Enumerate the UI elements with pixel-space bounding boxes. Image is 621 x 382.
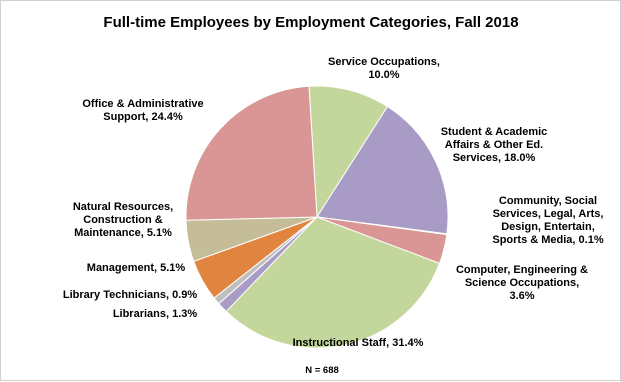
pie-slice-2 — [316, 105, 449, 235]
chart-title: Full-time Employees by Employment Catego… — [103, 14, 518, 31]
slice-label-line: Natural Resources, — [73, 201, 173, 213]
slice-label-3: Community, Social Services, Legal, Arts, D… — [492, 195, 603, 246]
slice-label-line: Construction & — [83, 214, 162, 226]
slice-label-2: Student & Academic Affairs & Other Ed. Ser… — [441, 126, 548, 164]
slice-label-line: Library Technicians, 0.9% — [63, 289, 198, 301]
slice-label-1: Service Occupations, 10.0% — [328, 56, 440, 81]
pie-slice-1 — [308, 85, 389, 219]
slice-label-line: Office & Administrative — [82, 98, 203, 110]
slice-label-line: Services, 18.0% — [453, 152, 536, 164]
slice-label-line: Design, Entertain, — [501, 221, 595, 233]
pie-slice-10 — [185, 85, 318, 221]
slice-label-line: Community, Social — [499, 195, 597, 207]
slice-label-line: Affairs & Other Ed. — [445, 139, 543, 151]
slice-label-6: Librarians, 1.3% — [113, 308, 198, 320]
slice-labels: Service Occupations, 10.0% Student & Acade… — [63, 56, 604, 349]
slice-label-line: Instructional Staff, 31.4% — [293, 337, 424, 349]
slice-label-line: 10.0% — [368, 69, 399, 81]
slice-label-9: Natural Resources, Construction & Maintena… — [73, 201, 173, 239]
slice-label-line: Management, 5.1% — [87, 262, 186, 274]
pie-slices — [185, 85, 449, 349]
slice-label-line: Librarians, 1.3% — [113, 308, 198, 320]
slice-label-line: Services, Legal, Arts, — [493, 208, 604, 220]
slice-label-10: Office & Administrative Support, 24.4% — [82, 98, 203, 123]
slice-label-line: Maintenance, 5.1% — [74, 227, 172, 239]
slice-label-line: Support, 24.4% — [103, 111, 183, 123]
pie-slice-5 — [225, 216, 441, 349]
slice-label-7: Library Technicians, 0.9% — [63, 289, 198, 301]
slice-label-line: 3.6% — [509, 290, 534, 302]
slice-label-line: Sports & Media, 0.1% — [492, 234, 603, 246]
slice-label-5: Instructional Staff, 31.4% — [293, 337, 424, 349]
slice-label-4: Computer, Engineering & Science Occupatio… — [456, 264, 588, 302]
slice-label-line: Computer, Engineering & — [456, 264, 588, 276]
slice-label-line: Science Occupations, — [465, 277, 579, 289]
sample-size-note: N = 688 — [305, 365, 339, 376]
slice-label-line: Service Occupations, — [328, 56, 440, 68]
slice-label-line: Student & Academic — [441, 126, 548, 138]
slice-label-8: Management, 5.1% — [87, 262, 186, 274]
